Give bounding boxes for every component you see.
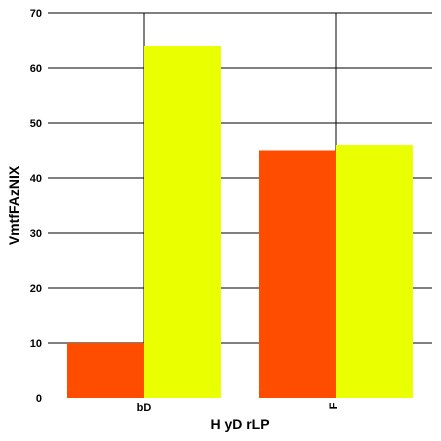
y-tick-label: 20 bbox=[30, 283, 42, 295]
x-axis-label: H yD rLP bbox=[210, 416, 269, 432]
y-axis-ticks: 0 10 20 30 40 50 60 70 bbox=[30, 8, 42, 405]
y-tick-label: 10 bbox=[30, 338, 42, 350]
y-tick-label: 40 bbox=[30, 173, 42, 185]
y-tick-label: 50 bbox=[30, 118, 42, 130]
x-axis-ticks: bD F bbox=[137, 402, 340, 414]
y-tick-label: 0 bbox=[36, 393, 42, 405]
y-axis-label: VmtfFAzNIX bbox=[6, 165, 22, 245]
x-tick-label: bD bbox=[137, 402, 152, 414]
bar-series-2-1 bbox=[336, 145, 413, 398]
bars bbox=[67, 46, 413, 398]
x-tick-label: F bbox=[328, 402, 340, 409]
bar-series-2-0 bbox=[144, 46, 221, 398]
y-tick-label: 60 bbox=[30, 63, 42, 75]
bar-series-1-1 bbox=[259, 150, 336, 398]
bar-series-1-0 bbox=[67, 343, 144, 398]
y-tick-label: 30 bbox=[30, 228, 42, 240]
y-tick-label: 70 bbox=[30, 8, 42, 20]
